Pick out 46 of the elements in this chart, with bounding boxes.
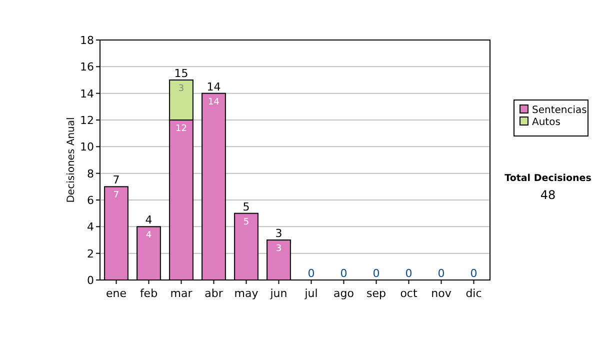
legend-label: Autos — [532, 117, 560, 128]
x-tick-label: abr — [204, 287, 224, 300]
y-tick-label: 6 — [87, 194, 94, 207]
y-tick-label: 10 — [80, 140, 94, 154]
data-label: 3 — [178, 84, 184, 94]
total-label: 0 — [438, 267, 445, 280]
total-label: 3 — [275, 227, 282, 240]
x-tick-label: may — [234, 287, 259, 300]
y-tick-label: 14 — [80, 87, 94, 100]
data-label: 4 — [146, 230, 152, 241]
data-label: 12 — [176, 124, 187, 134]
legend-label: Sentencias — [532, 105, 587, 116]
x-tick-label: ene — [106, 287, 127, 300]
x-tick-label: sep — [366, 287, 386, 300]
y-tick-label: 18 — [80, 34, 94, 47]
text: Total Decisiones — [504, 173, 592, 184]
x-tick-label: feb — [140, 287, 158, 300]
total-label: 14 — [206, 80, 221, 94]
y-tick-label: 4 — [87, 220, 94, 234]
y-tick-label: 2 — [87, 247, 94, 260]
x-tick-label: dic — [466, 287, 482, 300]
x-tick-label: ago — [334, 287, 354, 300]
x-tick-label: oct — [400, 287, 418, 300]
y-tick-label: 12 — [80, 114, 94, 127]
y-tick-label: 8 — [87, 167, 94, 180]
total-label: 7 — [112, 174, 120, 187]
y-axis-title: Decisiones Anual — [66, 117, 77, 203]
total-label: 0 — [308, 267, 315, 280]
text: 48 — [540, 188, 556, 202]
x-tick-label: nov — [431, 287, 452, 300]
total-label: 0 — [372, 267, 380, 280]
y-tick-label: 16 — [80, 60, 94, 74]
x-tick-label: jun — [269, 287, 288, 300]
data-label: 7 — [113, 190, 120, 201]
total-label: 5 — [242, 200, 250, 214]
x-tick-label: mar — [170, 287, 193, 300]
x-tick-label: jul — [304, 287, 318, 300]
data-label: 3 — [276, 244, 282, 254]
data-label: 5 — [243, 217, 250, 228]
y-tick-label: 0 — [87, 274, 94, 287]
total-label: 0 — [405, 267, 412, 280]
total-label: 0 — [340, 267, 348, 280]
total-label: 15 — [174, 67, 188, 80]
total-label: 0 — [470, 267, 478, 280]
total-label: 4 — [145, 214, 152, 227]
data-label: 14 — [208, 97, 220, 108]
